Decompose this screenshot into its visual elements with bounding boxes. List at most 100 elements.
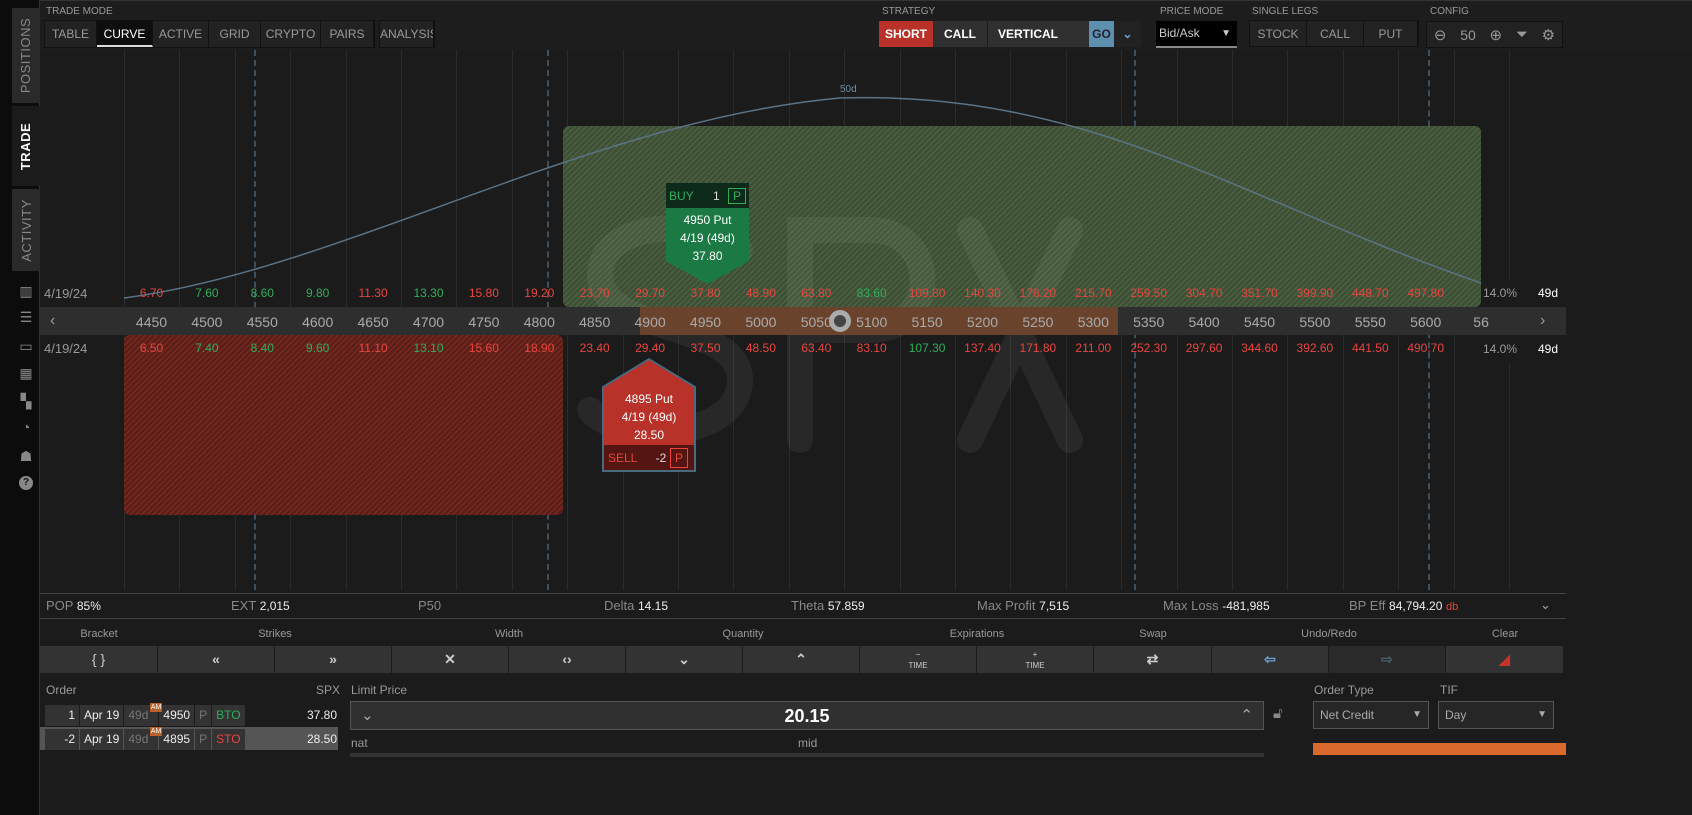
gear-icon[interactable]: ⚙ [1541, 26, 1556, 44]
tab-active[interactable]: ACTIVE [153, 21, 209, 47]
call-price-cell[interactable]: 351.70 [1241, 286, 1278, 300]
put-price-cell[interactable]: 15.60 [468, 341, 499, 355]
strike-5400[interactable]: 5400 [1188, 314, 1220, 330]
put-price-cell[interactable]: 211.00 [1075, 341, 1112, 355]
call-price-cell[interactable]: 215.70 [1074, 286, 1112, 300]
strike-4650[interactable]: 4650 [357, 314, 389, 330]
call-price-cell[interactable]: 48.90 [745, 286, 776, 300]
put-price-cell[interactable]: 344.60 [1241, 341, 1278, 355]
strike-5100[interactable]: 5100 [856, 314, 888, 330]
single-call-button[interactable]: CALL [1307, 21, 1364, 46]
strike-4950[interactable]: 4950 [689, 314, 722, 330]
strike-5150[interactable]: 5150 [911, 314, 943, 330]
put-price-cell[interactable]: 6.50 [139, 341, 164, 355]
undo-icon[interactable]: ⇦ [1212, 646, 1329, 673]
put-price-cell[interactable]: 48.50 [745, 341, 776, 355]
grid-chart-icon[interactable]: ▦ [19, 365, 33, 381]
bracket-button[interactable]: { } [40, 646, 158, 673]
sell-leg-flag[interactable]: 4895 Put 4/19 (49d) 28.50 SELL -2 P [602, 358, 696, 472]
strike-4900[interactable]: 4900 [634, 314, 666, 330]
put-price-cell[interactable]: 490.70 [1407, 341, 1445, 355]
put-price-cell[interactable]: 8.40 [250, 341, 274, 355]
strike-4550[interactable]: 4550 [246, 314, 278, 330]
call-price-cell[interactable]: 29.70 [635, 286, 666, 300]
strike-5250[interactable]: 5250 [1022, 314, 1054, 330]
scroll-right-button[interactable]: › [1540, 312, 1546, 329]
strike-4750[interactable]: 4750 [468, 314, 500, 330]
put-price-cell[interactable]: 7.40 [195, 341, 219, 355]
strike-5300[interactable]: 5300 [1077, 314, 1109, 330]
quantity-up-button[interactable]: ⌃ [743, 646, 860, 673]
quantity-down-button[interactable]: ⌄ [626, 646, 743, 673]
call-price-cell[interactable]: 83.60 [856, 286, 887, 300]
vertical-button[interactable]: VERTICAL [987, 21, 1089, 47]
strike-5000[interactable]: 5000 [745, 314, 777, 330]
strikes-up-button[interactable]: » [275, 646, 392, 673]
call-price-cell[interactable]: 259.50 [1130, 286, 1168, 300]
put-price-cell[interactable]: 37.50 [690, 341, 721, 355]
eraser-icon[interactable]: ◢ [1446, 646, 1564, 673]
tab-analysis[interactable]: ANALYSIS [380, 21, 434, 47]
price-down-button[interactable]: ⌄ [361, 707, 374, 724]
call-price-cell[interactable]: 399.90 [1296, 286, 1334, 300]
width-narrow-button[interactable]: ✕ [392, 646, 509, 673]
put-price-cell[interactable]: 18.90 [524, 341, 555, 355]
strikes-down-button[interactable]: « [158, 646, 275, 673]
buy-type-badge[interactable]: P [728, 187, 747, 204]
stock-button[interactable]: STOCK [1250, 21, 1307, 46]
strike-5200[interactable]: 5200 [966, 314, 999, 330]
call-price-cell[interactable]: 13.30 [413, 286, 444, 300]
call-price-cell[interactable]: 19.20 [524, 286, 555, 300]
strike-5600[interactable]: 5600 [1410, 314, 1442, 330]
call-price-cell[interactable]: 109.80 [908, 286, 946, 300]
filter-icon[interactable]: ⏷ [1515, 26, 1528, 43]
tab-grid[interactable]: GRID [209, 21, 261, 47]
strike-5350[interactable]: 5350 [1133, 314, 1165, 330]
submit-order-button[interactable] [1313, 743, 1566, 755]
zoom-out-icon[interactable]: ⊖ [1433, 26, 1447, 44]
call-price-cell[interactable]: 497.80 [1407, 286, 1445, 300]
call-price-cell[interactable]: 37.80 [690, 286, 721, 300]
call-price-cell[interactable]: 304.70 [1185, 286, 1223, 300]
tab-positions[interactable]: POSITIONS [12, 8, 40, 103]
put-price-cell[interactable]: 441.50 [1351, 341, 1389, 355]
call-price-cell[interactable]: 8.60 [250, 286, 274, 300]
strike-5550[interactable]: 5550 [1354, 314, 1386, 330]
strike-4500[interactable]: 4500 [191, 314, 223, 330]
tif-select[interactable]: Day ▼ [1438, 701, 1554, 729]
sell-type-badge[interactable]: P [670, 447, 689, 468]
strike-4850[interactable]: 4850 [579, 314, 611, 330]
call-price-cell[interactable]: 9.80 [306, 286, 330, 300]
tab-table[interactable]: TABLE [45, 21, 97, 47]
strike-4700[interactable]: 4700 [412, 314, 445, 330]
call-price-cell[interactable]: 176.20 [1019, 286, 1057, 300]
order-type-select[interactable]: Net Credit ▼ [1313, 701, 1429, 729]
strike-4450[interactable]: 4450 [135, 314, 168, 330]
tab-trade[interactable]: TRADE [12, 106, 40, 186]
strike-5050[interactable]: 5050 [800, 314, 832, 330]
swap-icon[interactable]: ⇄ [1094, 646, 1212, 673]
put-price-cell[interactable]: 11.10 [358, 341, 388, 355]
strike-4800[interactable]: 4800 [523, 314, 555, 330]
put-price-cell[interactable]: 107.30 [908, 341, 946, 355]
dashboard-icon[interactable]: ▚ [20, 393, 32, 409]
put-price-cell[interactable]: 171.80 [1019, 341, 1057, 355]
single-put-button[interactable]: PUT [1364, 21, 1418, 46]
underlying-price-marker[interactable] [829, 310, 851, 332]
help-icon[interactable]: ? [19, 476, 33, 490]
chart-icon[interactable]: ▥ [19, 283, 33, 299]
short-button[interactable]: SHORT [879, 21, 933, 47]
put-price-cell[interactable]: 252.30 [1130, 341, 1168, 355]
strike-4600[interactable]: 4600 [302, 314, 334, 330]
put-price-cell[interactable]: 392.60 [1296, 341, 1334, 355]
call-price-cell[interactable]: 7.60 [195, 286, 219, 300]
strike-5450[interactable]: 5450 [1243, 314, 1276, 330]
tab-curve[interactable]: CURVE [97, 21, 153, 47]
put-price-cell[interactable]: 83.10 [856, 341, 887, 355]
put-price-cell[interactable]: 137.40 [964, 341, 1001, 355]
call-price-cell[interactable]: 23.70 [579, 286, 610, 300]
put-price-cell[interactable]: 297.60 [1185, 341, 1223, 355]
tv-icon[interactable]: ▭ [19, 338, 33, 354]
tab-crypto[interactable]: CRYPTO [261, 21, 321, 47]
zoom-in-icon[interactable]: ⊕ [1489, 26, 1503, 44]
